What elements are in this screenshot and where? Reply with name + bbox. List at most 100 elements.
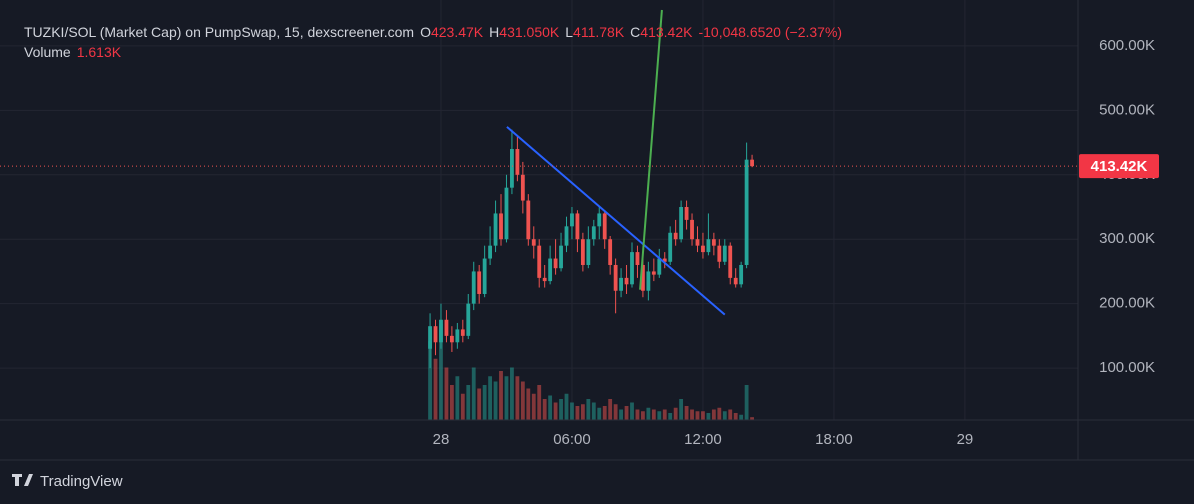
candle-body: [564, 226, 569, 246]
legend-c: C: [630, 24, 640, 40]
candle-body: [668, 232, 673, 262]
candle-body: [570, 213, 574, 227]
candle-body: [575, 213, 580, 240]
x-tick-label: 06:00: [553, 431, 591, 448]
volume-bar: [641, 411, 645, 420]
last-price-box: [1079, 154, 1159, 179]
volume-bar: [706, 413, 711, 420]
candle-body: [679, 207, 684, 240]
volume-bar: [559, 399, 563, 420]
volume-bar: [586, 399, 591, 420]
brand: TradingView: [40, 473, 123, 490]
candle-body: [471, 271, 476, 304]
candle-body: [488, 245, 493, 259]
volume-bar: [499, 371, 503, 420]
x-tick-label: 29: [957, 431, 974, 448]
candle-body: [733, 277, 738, 285]
candle-body: [428, 326, 432, 349]
volume-bar: [580, 404, 585, 420]
candle-body: [444, 319, 449, 336]
volume-bar: [728, 409, 733, 420]
candle-body: [537, 245, 542, 278]
volume-bar: [449, 385, 454, 420]
candle-body: [515, 149, 520, 175]
candle-body: [750, 159, 754, 167]
volume-bar: [744, 385, 749, 420]
candle-body: [630, 252, 634, 285]
volume-bar: [613, 404, 618, 420]
candle-body: [744, 159, 749, 265]
volume-bar: [701, 411, 705, 420]
volume-bar: [733, 413, 738, 420]
volume-bar: [548, 395, 553, 420]
trend-line: [639, 9, 663, 290]
candle-body: [728, 245, 733, 278]
volume-bar: [679, 399, 684, 420]
legend-header: TUZKI/SOL (Market Cap) on PumpSwap, 15, …: [24, 24, 842, 40]
candle-body: [597, 213, 602, 227]
volume-bar: [624, 406, 629, 420]
candle-body: [460, 329, 465, 336]
candle-body: [684, 207, 689, 220]
candle-body: [553, 258, 558, 269]
candle-body: [602, 213, 607, 240]
volume-bar: [750, 417, 754, 420]
volume-bar: [722, 411, 727, 420]
chart-title: TUZKI/SOL (Market Cap) on PumpSwap, 15, …: [24, 24, 414, 40]
volume-bar: [635, 409, 640, 420]
legend-change: -10,048.6520 (−2.37%): [698, 24, 842, 40]
candle-body: [520, 174, 525, 201]
candle-body: [662, 258, 667, 262]
volume-bar: [493, 381, 498, 420]
volume-bar: [690, 409, 694, 420]
candle-body: [531, 239, 536, 246]
y-tick-label: 300.00K: [1099, 230, 1155, 247]
brand-logo: [12, 474, 33, 486]
volume-bar: [739, 414, 744, 420]
volume-bar: [482, 385, 487, 420]
volume-label: Volume: [24, 44, 71, 60]
x-tick-label: 12:00: [684, 431, 722, 448]
candle-body: [673, 232, 678, 240]
volume-bar: [531, 393, 536, 420]
legend-h: H: [489, 24, 499, 40]
volume-bar: [597, 407, 602, 420]
volume-bar: [717, 407, 722, 420]
legend-o: O: [420, 24, 431, 40]
candle-body: [510, 149, 514, 188]
candle-body: [580, 239, 585, 265]
candle-body: [624, 277, 629, 285]
legend-c-value: 413.42K: [640, 24, 693, 40]
volume-bar: [515, 376, 520, 420]
candle-body: [641, 264, 645, 291]
y-tick-label: 500.00K: [1099, 101, 1155, 118]
volume-bar: [695, 411, 700, 420]
candle-body: [433, 326, 438, 343]
volume-bar: [651, 409, 656, 420]
y-tick-label: 600.00K: [1099, 37, 1155, 54]
volume-value: 1.613K: [77, 44, 122, 60]
y-tick-label: 100.00K: [1099, 359, 1155, 376]
candle-body: [646, 271, 651, 291]
last-price-label: 413.42K: [1091, 158, 1148, 175]
volume-bar: [668, 413, 673, 420]
candle-body: [499, 213, 503, 240]
volume-bar: [439, 323, 443, 420]
candle-body: [559, 245, 563, 269]
candle-body: [619, 277, 623, 291]
volume-bar: [591, 402, 596, 420]
volume-bar: [510, 367, 514, 420]
volume-bar: [428, 341, 432, 420]
volume-bar: [673, 407, 678, 420]
volume-bar: [570, 402, 574, 420]
legend-o-value: 423.47K: [431, 24, 484, 40]
volume-bar: [477, 388, 482, 420]
x-tick-label: 18:00: [815, 431, 853, 448]
volume-bar: [564, 393, 569, 420]
volume-bar: [711, 409, 716, 420]
volume-bar: [542, 399, 547, 420]
volume-bar: [608, 399, 613, 420]
candle-body: [711, 239, 716, 246]
candle-body: [542, 277, 547, 282]
volume-bar: [630, 402, 634, 420]
